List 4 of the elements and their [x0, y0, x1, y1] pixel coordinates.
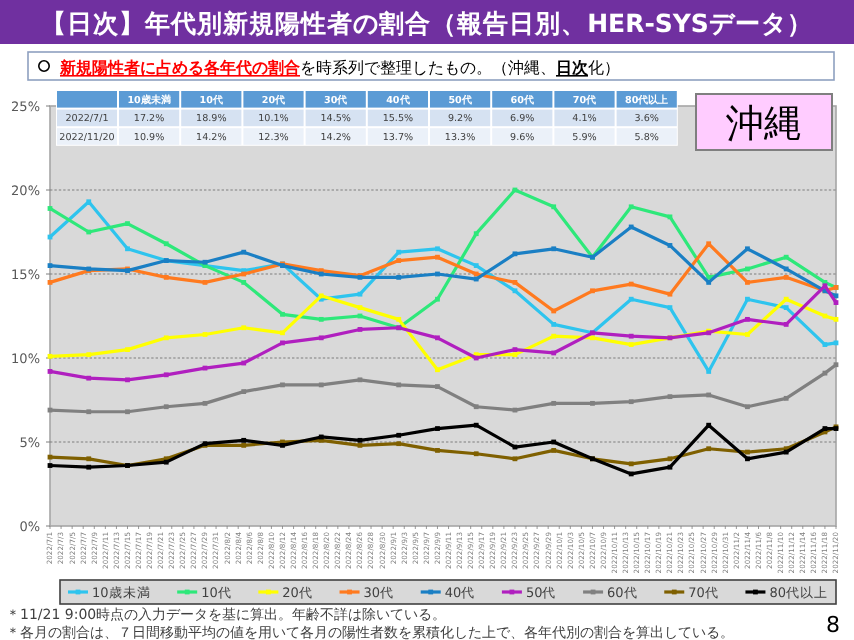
chart-subtitle: 新規陽性者に占める各年代の割合を時系列で整理したもの。（沖縄、日次化） [58, 57, 620, 77]
annotation: 沖縄 [726, 102, 802, 146]
chart-title: 【日次】年代別新規陽性者の割合（報告日別、HER-SYSデータ） [41, 8, 813, 38]
text: 8 [826, 612, 840, 638]
